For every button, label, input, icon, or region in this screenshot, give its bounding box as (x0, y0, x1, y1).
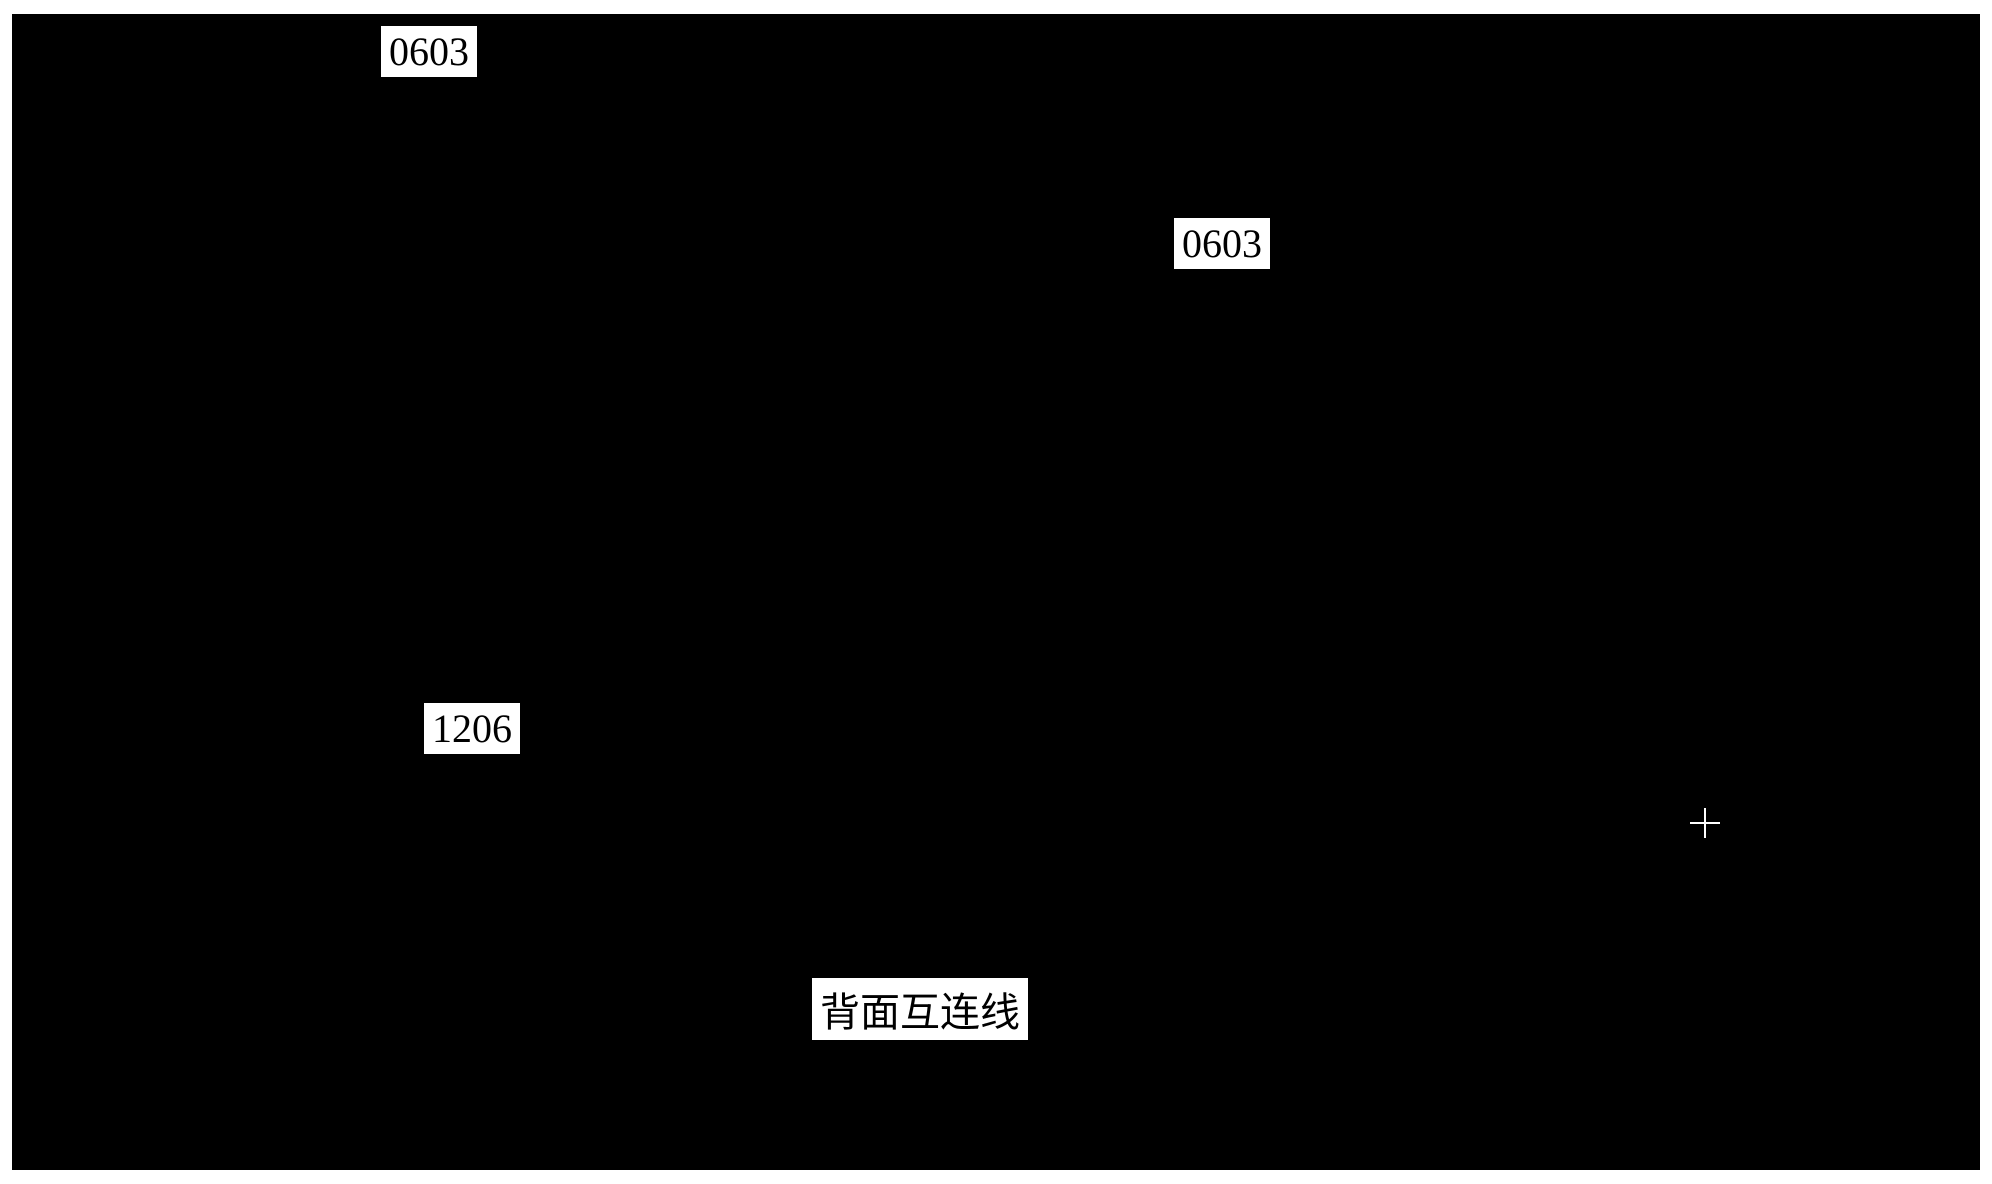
label-back-interconnect: 背面互连线 (812, 978, 1028, 1040)
crosshair-cursor (1690, 808, 1720, 838)
label-0603-top: 0603 (381, 26, 477, 77)
label-1206: 1206 (424, 703, 520, 754)
label-0603-right: 0603 (1174, 218, 1270, 269)
